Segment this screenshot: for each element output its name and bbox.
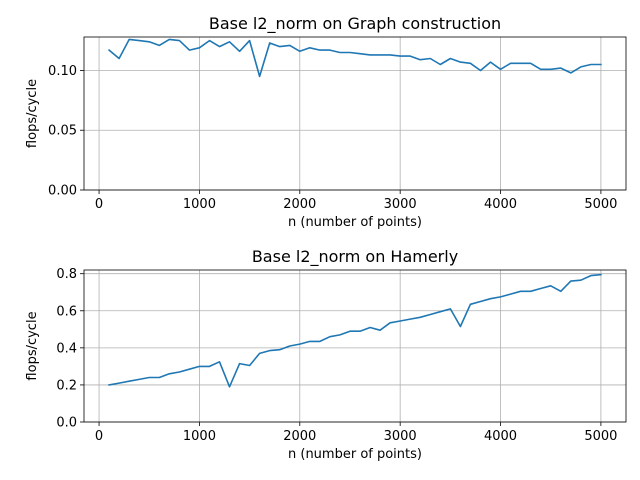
y-tick-label: 0.10 bbox=[48, 64, 77, 79]
y-tick-label: 0.6 bbox=[56, 304, 77, 319]
x-axis-label: n (number of points) bbox=[288, 447, 422, 462]
x-tick-label: 0 bbox=[95, 197, 103, 212]
y-tick-label: 0.8 bbox=[56, 267, 77, 282]
x-tick-label: 0 bbox=[95, 429, 103, 444]
y-axis-label: flops/cycle bbox=[25, 79, 40, 148]
axes-frame bbox=[83, 269, 627, 423]
data-line bbox=[108, 273, 602, 388]
data-line bbox=[107, 38, 602, 78]
x-tick-label: 2000 bbox=[283, 429, 316, 444]
y-tick-label: 0.2 bbox=[56, 378, 77, 393]
graph-construction-plot: 0 1000 2000 3000 4000 5000 0.00 0.05 0.10 Base l2… bbox=[25, 14, 627, 230]
x-tick-label: 3000 bbox=[384, 429, 417, 444]
x-tick-label: 1000 bbox=[183, 197, 216, 212]
x-tick-label: 3000 bbox=[384, 197, 417, 212]
x-tick-label: 1000 bbox=[183, 429, 216, 444]
x-axis-label: n (number of points) bbox=[288, 215, 422, 230]
x-tick-label: 2000 bbox=[283, 197, 316, 212]
chart-title: Base l2_norm on Graph construction bbox=[209, 14, 501, 34]
axes-frame bbox=[83, 36, 627, 191]
x-tick-label: 4000 bbox=[484, 429, 517, 444]
y-tick-label: 0.0 bbox=[56, 416, 77, 431]
hamerly-plot: 0 1000 2000 3000 4000 5000 0.0 0.2 0.4 0.6 0.8 Base… bbox=[25, 247, 627, 462]
y-tick-label: 0.4 bbox=[56, 341, 77, 356]
chart-title: Base l2_norm on Hamerly bbox=[252, 247, 458, 267]
y-axis-label: flops/cycle bbox=[25, 311, 40, 380]
x-tick-label: 5000 bbox=[584, 197, 617, 212]
y-tick-label: 0.00 bbox=[48, 184, 77, 199]
x-tick-label: 5000 bbox=[584, 429, 617, 444]
x-tick-label: 4000 bbox=[484, 197, 517, 212]
y-tick-label: 0.05 bbox=[48, 124, 77, 139]
